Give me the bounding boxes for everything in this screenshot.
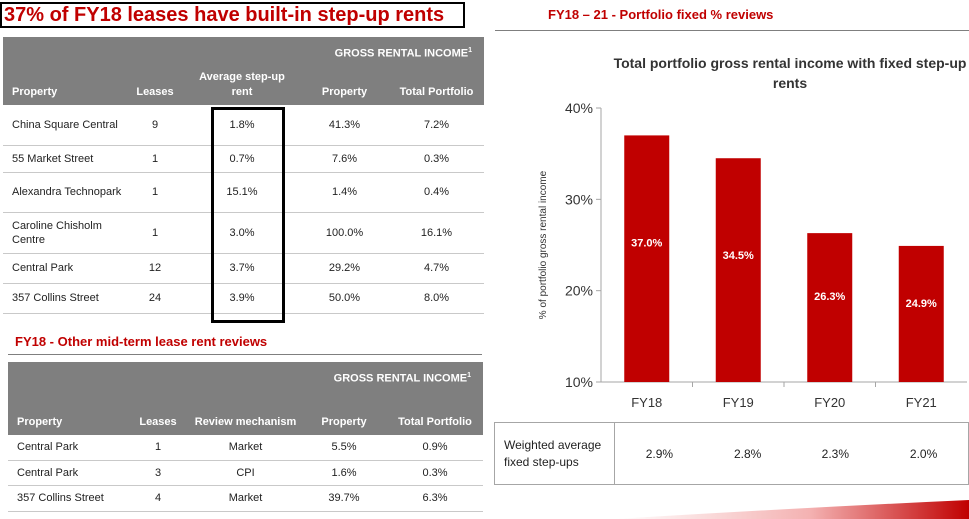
table-row: Alexandra Technopark 1 15.1% 1.4% 0.4% (3, 172, 484, 213)
right-section-title: FY18 – 21 - Portfolio fixed % reviews (548, 7, 774, 22)
review-mechanism: Market (190, 435, 301, 461)
table-row: Central Park 12 3.7% 29.2% 4.7% (3, 253, 484, 284)
leases-count: 12 (126, 253, 184, 284)
leases-count: 1 (126, 172, 184, 213)
table-row: 357 Collins Street 24 3.9% 50.0% 8.0% (3, 283, 484, 314)
col-review-mechanism: Review mechanism (190, 392, 301, 435)
midterm-title: FY18 - Other mid-term lease rent reviews (15, 334, 268, 349)
property-pct-value: 7.6% (300, 145, 389, 173)
property-pct-value: 39.7% (301, 485, 387, 512)
property-name: Central Park (3, 253, 126, 284)
weighted-value: 2.0% (879, 422, 969, 485)
midterm-table: GROSS RENTAL INCOME1 Property Leases Rev… (8, 362, 483, 512)
col-total-portfolio: Total Portfolio (387, 392, 483, 435)
col-property-pct: Property (300, 67, 389, 105)
total-pct-value: 0.3% (389, 145, 484, 173)
table-row: 55 Market Street 1 0.7% 7.6% 0.3% (3, 145, 484, 173)
col-property: Property (8, 392, 126, 435)
y-tick-label: 30% (565, 191, 593, 207)
leases-count: 4 (126, 485, 190, 512)
avg-stepup-value: 3.9% (184, 283, 300, 314)
leases-count: 1 (126, 212, 184, 254)
total-pct-value: 0.9% (387, 435, 483, 461)
total-pct-value: 16.1% (389, 212, 484, 254)
table-row: Central Park 3 CPI 1.6% 0.3% (8, 460, 483, 486)
bar-value-label: 26.3% (814, 291, 845, 303)
property-pct-value: 5.5% (301, 435, 387, 461)
property-pct-value: 100.0% (300, 212, 389, 254)
col-property: Property (3, 67, 126, 105)
y-axis-title: % of portfolio gross rental income (538, 170, 549, 319)
leases-count: 1 (126, 435, 190, 461)
bar (715, 158, 761, 382)
total-pct-value: 6.3% (387, 485, 483, 512)
bar-value-label: 37.0% (631, 237, 662, 249)
property-name: China Square Central (3, 105, 126, 146)
weighted-value: 2.3% (791, 422, 880, 485)
bar-value-label: 24.9% (906, 298, 937, 310)
table-row: 357 Collins Street 4 Market 39.7% 6.3% (8, 485, 483, 512)
table-row: Central Park 1 Market 5.5% 0.9% (8, 435, 483, 461)
bar-chart: 10% 20% 30% 40% % of portfolio gross rental … (538, 100, 967, 410)
avg-stepup-value: 0.7% (184, 145, 300, 173)
property-pct-value: 1.4% (300, 172, 389, 213)
x-tick-label: FY18 (631, 395, 662, 410)
section-divider (8, 354, 482, 355)
total-pct-value: 4.7% (389, 253, 484, 284)
property-pct-value: 50.0% (300, 283, 389, 314)
col-average-stepup: Average step-up rent (184, 67, 300, 105)
property-pct-value: 29.2% (300, 253, 389, 284)
avg-stepup-value: 1.8% (184, 105, 300, 146)
bar-value-label: 34.5% (723, 250, 754, 262)
col-leases: Leases (126, 67, 184, 105)
leases-count: 24 (126, 283, 184, 314)
headline: 37% of FY18 leases have built-in step-up… (0, 2, 465, 28)
weighted-stepups-table: Weighted average fixed step-ups 2.9% 2.8… (494, 422, 969, 485)
gross-rental-income-header: GROSS RENTAL INCOME1 (8, 362, 483, 392)
avg-stepup-value: 3.7% (184, 253, 300, 284)
bar (898, 245, 944, 382)
total-pct-value: 0.3% (387, 460, 483, 486)
decorative-swoosh (615, 500, 969, 519)
chart-title: Total portfolio gross rental income with… (613, 55, 967, 91)
y-tick-label: 40% (565, 100, 593, 116)
y-tick-label: 10% (565, 374, 593, 390)
weighted-label: Weighted average fixed step-ups (494, 422, 615, 485)
leases-count: 3 (126, 460, 190, 486)
leases-count: 1 (126, 145, 184, 173)
bar (624, 135, 670, 382)
property-name: Caroline Chisholm Centre (3, 212, 126, 254)
property-name: Central Park (8, 460, 126, 486)
x-tick-label: FY19 (723, 395, 754, 410)
table-row: Caroline Chisholm Centre 1 3.0% 100.0% 1… (3, 212, 484, 254)
property-pct-value: 41.3% (300, 105, 389, 146)
review-mechanism: CPI (190, 460, 301, 486)
y-tick-label: 20% (565, 283, 593, 299)
x-tick-label: FY20 (814, 395, 845, 410)
x-tick-label: FY21 (906, 395, 937, 410)
property-name: Central Park (8, 435, 126, 461)
property-name: 55 Market Street (3, 145, 126, 173)
property-name: Alexandra Technopark (3, 172, 126, 213)
section-divider (495, 30, 969, 31)
table-row: China Square Central 9 1.8% 41.3% 7.2% (3, 105, 484, 146)
gross-rental-income-header: GROSS RENTAL INCOME1 (3, 37, 484, 67)
weighted-value: 2.8% (703, 422, 792, 485)
weighted-value: 2.9% (613, 422, 704, 485)
bar (807, 233, 853, 382)
col-leases: Leases (126, 392, 190, 435)
total-pct-value: 8.0% (389, 283, 484, 314)
total-pct-value: 7.2% (389, 105, 484, 146)
total-pct-value: 0.4% (389, 172, 484, 213)
col-total-portfolio: Total Portfolio (389, 67, 484, 105)
avg-stepup-value: 15.1% (184, 172, 300, 213)
property-name: 357 Collins Street (3, 283, 126, 314)
col-property-pct: Property (301, 392, 387, 435)
leases-count: 9 (126, 105, 184, 146)
property-pct-value: 1.6% (301, 460, 387, 486)
stepup-table: GROSS RENTAL INCOME1 Property Leases Ave… (3, 37, 484, 314)
property-name: 357 Collins Street (8, 485, 126, 512)
avg-stepup-value: 3.0% (184, 212, 300, 254)
review-mechanism: Market (190, 485, 301, 512)
